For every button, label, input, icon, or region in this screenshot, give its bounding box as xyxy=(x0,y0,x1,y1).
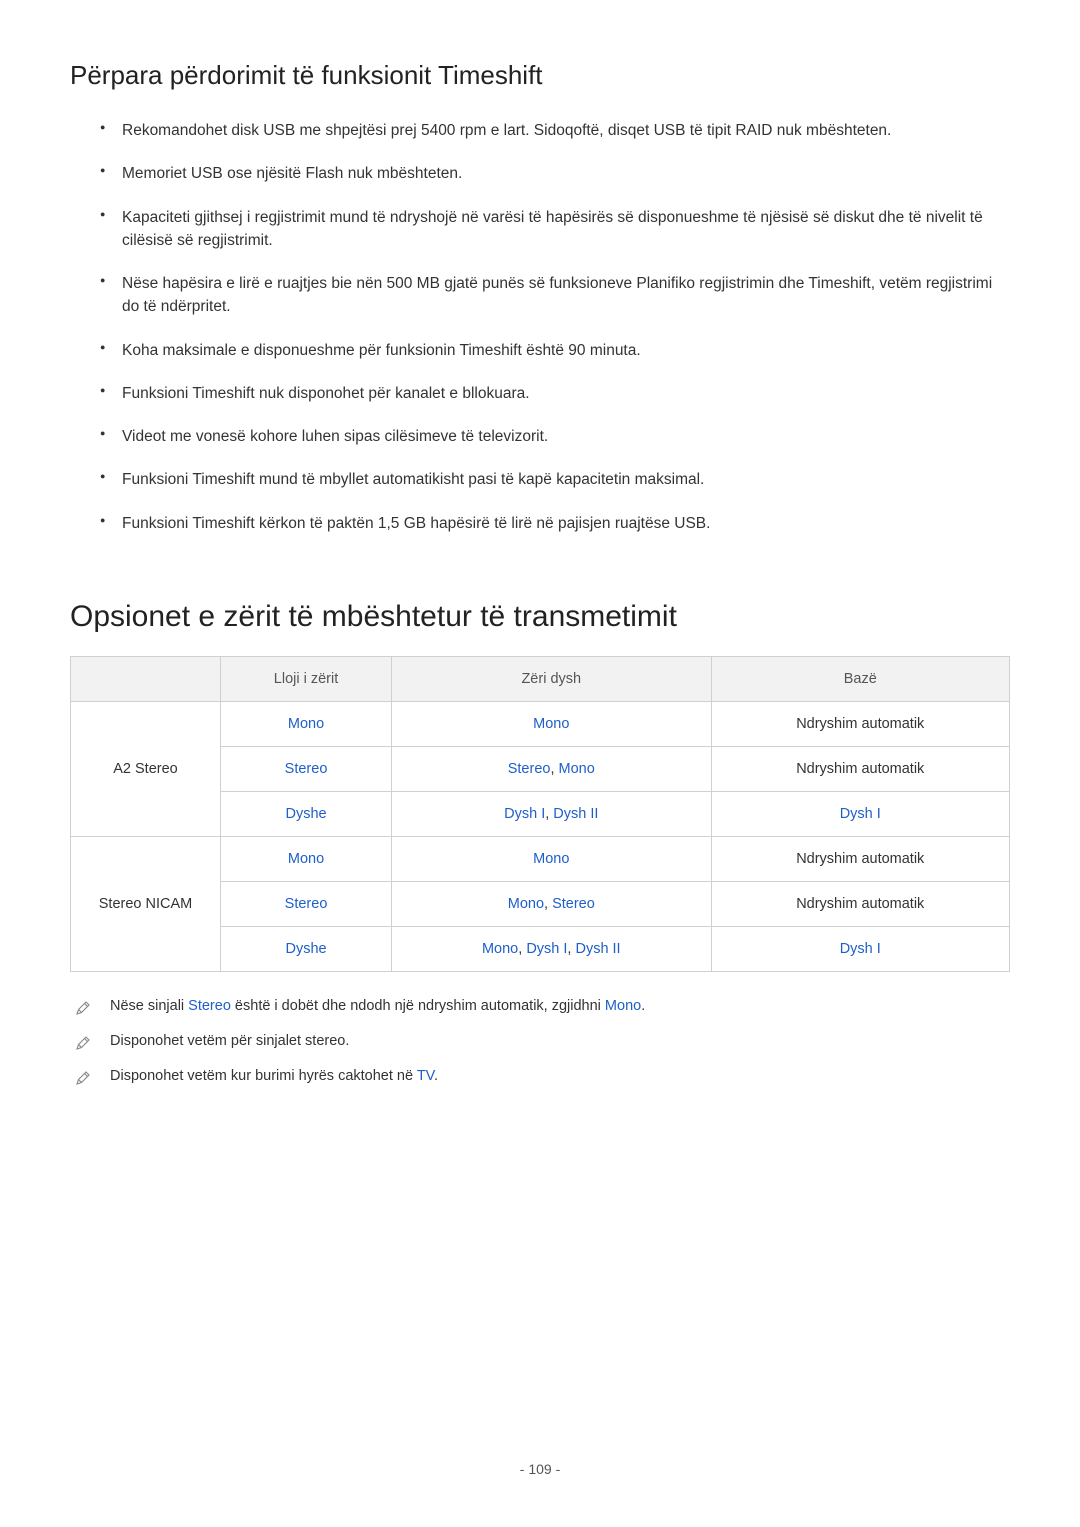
pencil-icon xyxy=(74,1069,92,1087)
table-cell: Mono, Dysh I, Dysh II xyxy=(392,926,711,971)
page-number: - 109 - xyxy=(0,1461,1080,1477)
timeshift-bullets: Rekomandohet disk USB me shpejtësi prej … xyxy=(70,119,1010,535)
audio-options-table: Lloji i zërit Zëri dysh Bazë A2 StereoMo… xyxy=(70,656,1010,972)
bullet-item: Koha maksimale e disponueshme për funksi… xyxy=(100,339,1010,362)
bullet-item: Videot me vonesë kohore luhen sipas cilë… xyxy=(100,425,1010,448)
bullet-item: Funksioni Timeshift kërkon të paktën 1,5… xyxy=(100,512,1010,535)
audio-section-title: Opsionet e zërit të mbështetur të transm… xyxy=(70,600,1010,634)
table-header-dual: Zëri dysh xyxy=(392,656,711,701)
table-header-blank xyxy=(71,656,221,701)
table-cell: Ndryshim automatik xyxy=(711,701,1009,746)
bullet-item: Kapaciteti gjithsej i regjistrimit mund … xyxy=(100,206,1010,253)
note-text: Disponohet vetëm për sinjalet stereo. xyxy=(110,1033,349,1049)
note-item: Disponohet vetëm kur burimi hyrës caktoh… xyxy=(74,1068,1010,1087)
bullet-item: Funksioni Timeshift nuk disponohet për k… xyxy=(100,382,1010,405)
table-cell: Dysh I, Dysh II xyxy=(392,791,711,836)
bullet-item: Rekomandohet disk USB me shpejtësi prej … xyxy=(100,119,1010,142)
table-row-label: A2 Stereo xyxy=(71,701,221,836)
note-text: Nëse sinjali Stereo është i dobët dhe nd… xyxy=(110,998,645,1014)
table-cell: Dysh I xyxy=(711,926,1009,971)
bullet-item: Memoriet USB ose njësitë Flash nuk mbësh… xyxy=(100,162,1010,185)
table-cell: Ndryshim automatik xyxy=(711,746,1009,791)
note-item: Disponohet vetëm për sinjalet stereo. xyxy=(74,1033,1010,1052)
table-cell: Stereo, Mono xyxy=(392,746,711,791)
table-cell: Dysh I xyxy=(711,791,1009,836)
pencil-icon xyxy=(74,999,92,1017)
table-cell: Mono xyxy=(221,701,392,746)
table-cell: Ndryshim automatik xyxy=(711,881,1009,926)
table-cell: Stereo xyxy=(221,881,392,926)
table-header-base: Bazë xyxy=(711,656,1009,701)
pencil-icon xyxy=(74,1034,92,1052)
table-cell: Stereo xyxy=(221,746,392,791)
notes-section: Nëse sinjali Stereo është i dobët dhe nd… xyxy=(70,998,1010,1087)
table-header-type: Lloji i zërit xyxy=(221,656,392,701)
table-cell: Mono xyxy=(221,836,392,881)
table-row-label: Stereo NICAM xyxy=(71,836,221,971)
bullet-item: Funksioni Timeshift mund të mbyllet auto… xyxy=(100,468,1010,491)
bullet-item: Nëse hapësira e lirë e ruajtjes bie nën … xyxy=(100,272,1010,319)
timeshift-section-title: Përpara përdorimit të funksionit Timeshi… xyxy=(70,60,1010,91)
note-item: Nëse sinjali Stereo është i dobët dhe nd… xyxy=(74,998,1010,1017)
table-cell: Ndryshim automatik xyxy=(711,836,1009,881)
table-cell: Dyshe xyxy=(221,926,392,971)
table-cell: Dyshe xyxy=(221,791,392,836)
note-text: Disponohet vetëm kur burimi hyrës caktoh… xyxy=(110,1068,438,1084)
table-cell: Mono xyxy=(392,836,711,881)
table-cell: Mono xyxy=(392,701,711,746)
table-cell: Mono, Stereo xyxy=(392,881,711,926)
